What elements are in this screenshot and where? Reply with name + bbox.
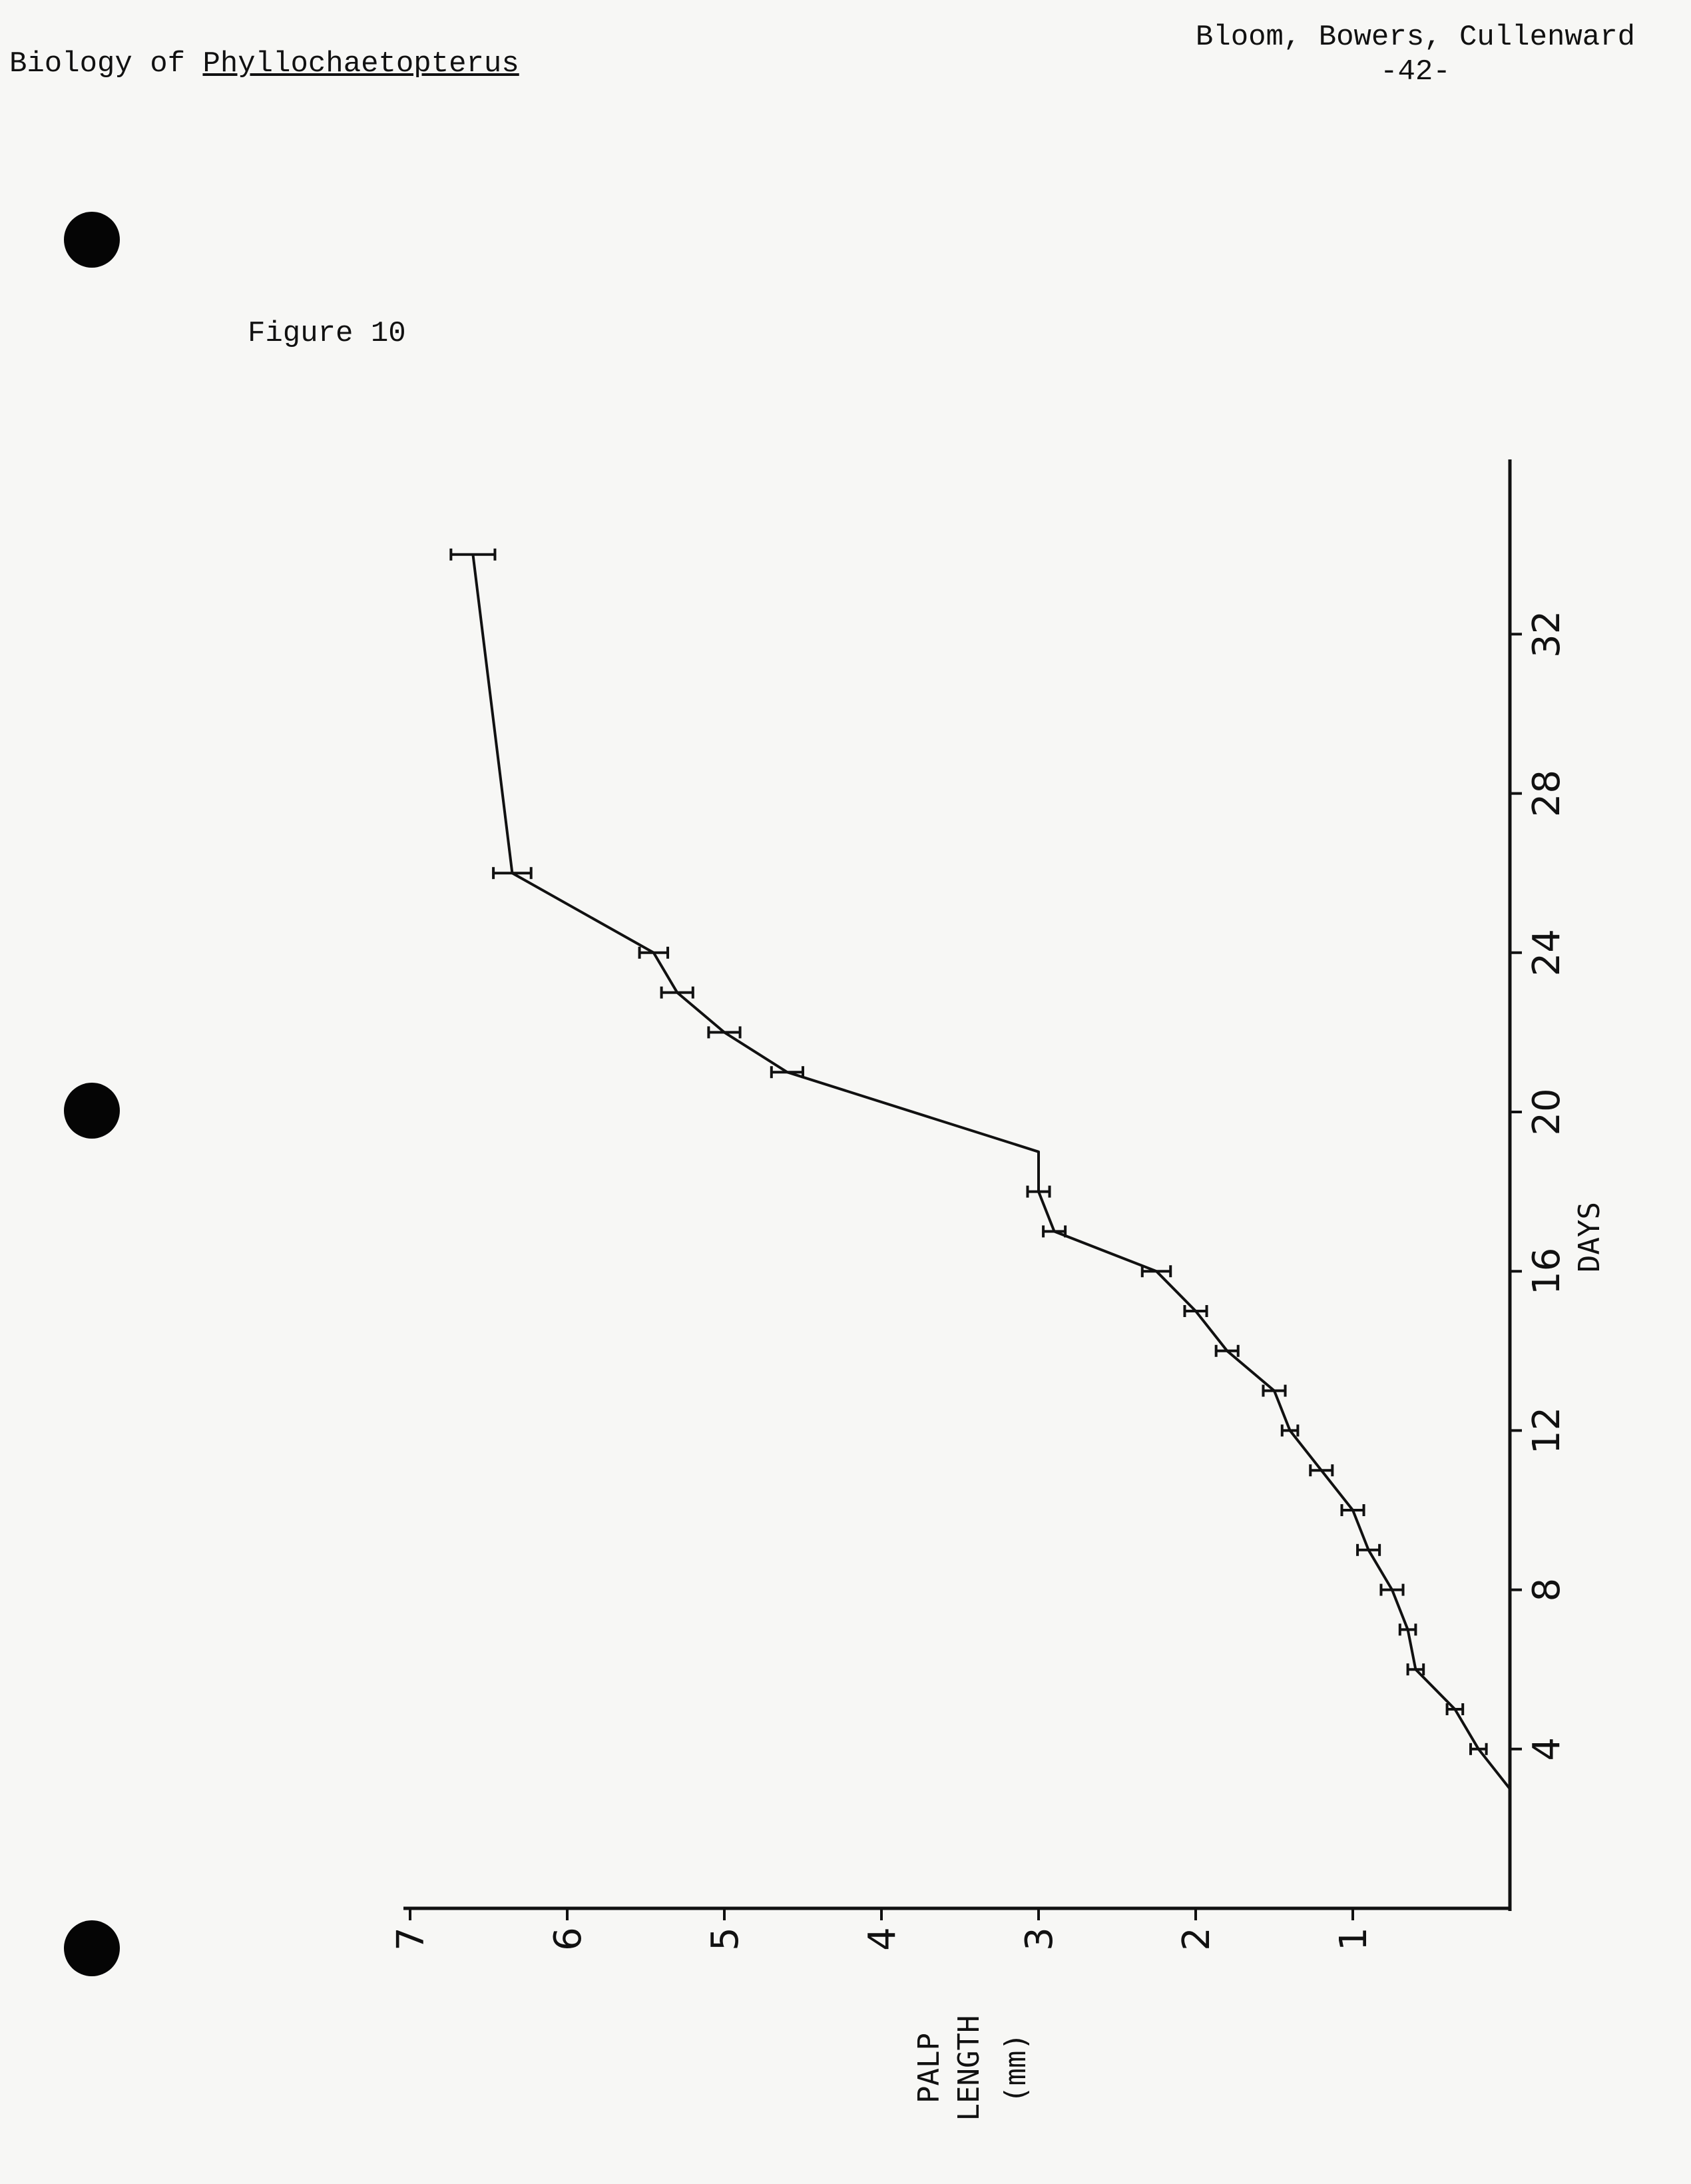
days-tick-label-28: 28: [1525, 770, 1569, 817]
header-prefix: Biology of: [9, 47, 203, 81]
days-axis-title: DAYS: [1572, 1202, 1606, 1272]
running-header-title: Biology of Phyllochaetopterus: [9, 47, 519, 81]
error-bar-day-15: [1183, 1305, 1208, 1317]
error-bar-day-34: [449, 548, 497, 561]
length-axis-title-line-2: LENGTH: [952, 2016, 986, 2121]
error-bar-day-22: [707, 1026, 742, 1039]
length-tick-label-5: 5: [704, 1927, 747, 1951]
length-tick-label-7: 7: [389, 1927, 433, 1951]
days-tick-label-24: 24: [1525, 929, 1569, 976]
length-tick-label-4: 4: [861, 1927, 904, 1951]
days-tick-label-16: 16: [1525, 1248, 1569, 1295]
error-bar-day-14: [1214, 1344, 1240, 1357]
error-bar-day-12: [1280, 1424, 1300, 1437]
punch-hole-middle: [64, 1083, 120, 1139]
length-axis-title-line-3: (mm): [999, 2033, 1033, 2103]
days-tick-label-8: 8: [1525, 1578, 1569, 1602]
error-bar-day-17: [1042, 1225, 1067, 1238]
error-bar-day-26: [492, 867, 533, 880]
error-bar-day-7: [1398, 1623, 1417, 1636]
chart-data-layer: [449, 548, 1511, 1790]
error-bar-day-21: [770, 1066, 804, 1079]
error-bar-day-9: [1356, 1543, 1381, 1556]
palp-length-line: [471, 554, 1511, 1790]
length-tick-label-3: 3: [1018, 1927, 1061, 1951]
error-bar-day-4: [1469, 1743, 1488, 1755]
error-bar-day-10: [1340, 1504, 1365, 1516]
days-tick-label-20: 20: [1525, 1088, 1569, 1135]
punch-hole-bottom: [64, 1920, 120, 1976]
error-bar-day-13: [1262, 1384, 1287, 1397]
error-bar-day-24: [638, 946, 670, 959]
header-page-number: -42-: [1380, 55, 1451, 89]
figure-label: Figure 10: [248, 317, 406, 350]
error-bar-day-16: [1140, 1265, 1172, 1278]
running-header-authors: Bloom, Bowers, Cullenward -42-: [1196, 20, 1635, 89]
error-bar-day-8: [1379, 1583, 1405, 1596]
chart-axis-titles: DAYS PALP LENGTH (mm): [912, 1202, 1606, 2121]
error-bar-day-18: [1026, 1185, 1051, 1198]
days-tick-label-12: 12: [1525, 1407, 1569, 1454]
error-bar-day-5: [1445, 1703, 1465, 1715]
error-bar-day-23: [660, 986, 694, 999]
length-tick-label-6: 6: [547, 1927, 590, 1951]
header-genus: Phyllochaetopterus: [202, 47, 519, 81]
punch-hole-top: [64, 212, 120, 268]
length-tick-label-1: 1: [1332, 1927, 1375, 1951]
header-authors: Bloom, Bowers, Cullenward: [1195, 21, 1635, 54]
chart-axes: [403, 459, 1512, 1911]
days-tick-label-32: 32: [1525, 611, 1569, 658]
error-bar-day-11: [1309, 1464, 1334, 1477]
days-tick-label-4: 4: [1525, 1737, 1569, 1761]
length-axis-title-line-1: PALP: [912, 2033, 946, 2103]
error-bar-day-6: [1406, 1663, 1425, 1676]
length-tick-label-2: 2: [1175, 1927, 1218, 1951]
